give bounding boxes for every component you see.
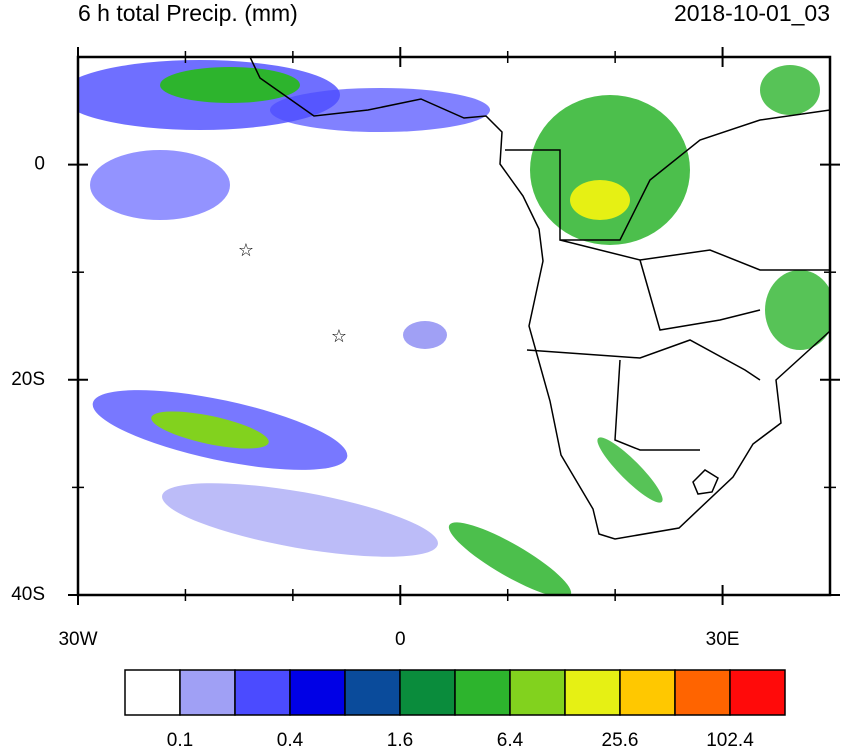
map-frame (76, 55, 832, 597)
precip-area (90, 150, 230, 220)
lon-tick-label: 30E (706, 629, 740, 650)
precip-area (760, 65, 820, 115)
border (505, 109, 830, 451)
colorbar-box (619, 669, 676, 716)
colorbar-label: 6.4 (497, 730, 524, 750)
colorbar-box (179, 669, 236, 716)
lon-tick-label: 0 (395, 629, 406, 650)
colorbar-box (289, 669, 346, 716)
coastlines (249, 57, 830, 540)
border (692, 469, 719, 495)
star-marker: ☆ (238, 240, 254, 260)
colorbar-label: 0.4 (277, 730, 304, 750)
colorbar-box (234, 669, 291, 716)
markers: ☆ ☆ (238, 240, 347, 346)
colorbar-box (509, 669, 566, 716)
precip-area (530, 95, 690, 245)
colorbar-label: 25.6 (602, 730, 639, 750)
precip-area (160, 67, 300, 103)
precip-field (78, 60, 830, 595)
lat-tick-label: 40S (11, 584, 45, 605)
colorbar-box (399, 669, 456, 716)
colorbar-box (344, 669, 401, 716)
precip-area (403, 321, 447, 349)
colorbar-box (564, 669, 621, 716)
precip-area (597, 437, 663, 503)
colorbar-label: 102.4 (706, 730, 754, 750)
precip-area (765, 270, 830, 350)
star-marker: ☆ (331, 326, 347, 346)
colorbar-label: 1.6 (387, 730, 413, 750)
lat-tick-label: 0 (34, 154, 45, 175)
lat-tick-label: 20S (11, 369, 45, 390)
title: 6 h total Precip. (mm) (78, 0, 298, 26)
colorbar-box (674, 669, 731, 716)
colorbar-label: 0.1 (167, 730, 193, 750)
colorbar-box (454, 669, 511, 716)
precip-area (151, 411, 269, 449)
lon-tick-label: 30W (58, 629, 97, 650)
precip-area (570, 180, 630, 220)
precip-area (448, 522, 572, 595)
timestamp: 2018-10-01_03 (674, 0, 830, 26)
precip-area (162, 483, 438, 557)
colorbar-box (729, 669, 786, 716)
colorbar-box (124, 669, 181, 716)
coastline (249, 57, 830, 540)
precip-area (270, 88, 490, 132)
